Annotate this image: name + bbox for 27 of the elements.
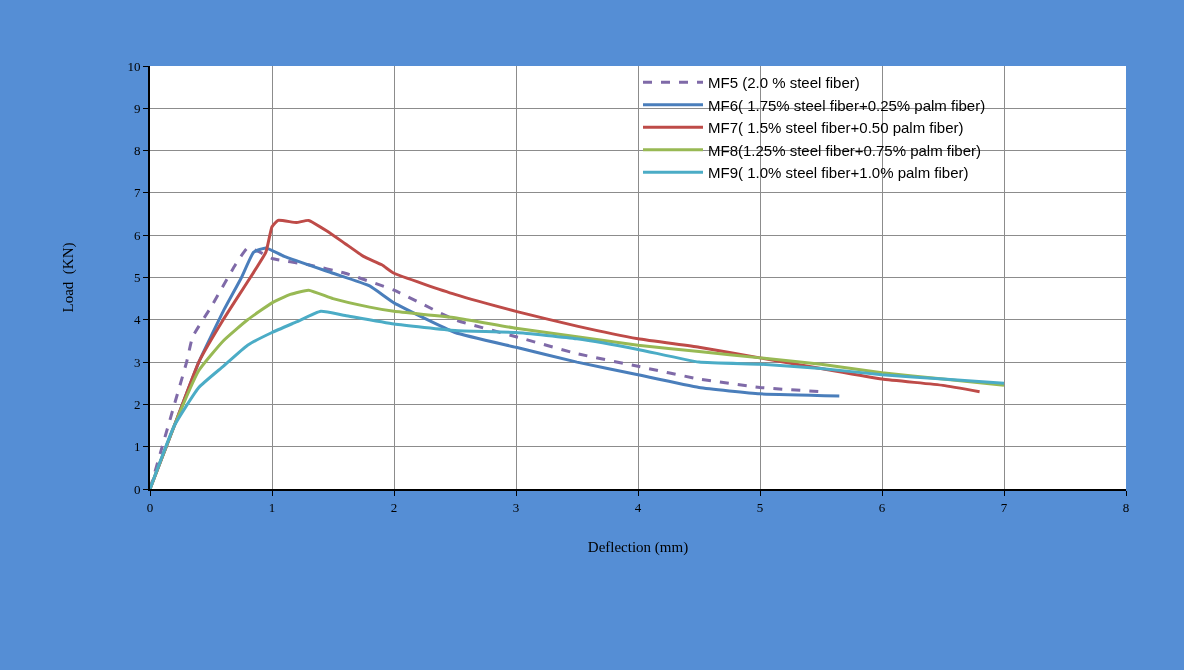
y-tick-label: 0	[133, 481, 141, 497]
y-tick-label: 7	[133, 185, 141, 201]
legend-label: MF9( 1.0% steel fiber+1.0% palm fiber)	[708, 164, 969, 182]
y-tick-label: 4	[133, 312, 141, 328]
x-tick-label: 8	[1122, 499, 1130, 515]
legend-label: MF6( 1.75% steel fiber+0.25% palm fiber)	[708, 96, 986, 114]
x-tick-label: 5	[756, 499, 764, 515]
y-tick-label: 5	[133, 270, 141, 286]
x-axis-title: Deflection (mm)	[587, 539, 689, 557]
x-tick-label: 0	[146, 499, 154, 515]
x-tick-label: 7	[1000, 499, 1008, 515]
x-tick-label: 3	[512, 499, 520, 515]
x-tick-label: 4	[634, 499, 642, 515]
legend-label: MF8(1.25% steel fiber+0.75% palm fiber)	[708, 141, 982, 159]
y-tick-label: 1	[133, 439, 141, 455]
y-axis-title: Load (KN)	[60, 242, 78, 313]
x-tick-label: 6	[878, 499, 886, 515]
y-tick-label: 3	[133, 354, 141, 370]
legend-label: MF5 (2.0 % steel fiber)	[708, 74, 860, 92]
y-tick-label: 10	[127, 58, 141, 74]
y-tick-label: 2	[133, 396, 141, 412]
y-tick-label: 8	[133, 143, 141, 159]
legend-label: MF7( 1.5% steel fiber+0.50 palm fiber)	[708, 119, 964, 137]
x-tick-label: 1	[268, 499, 276, 515]
x-tick-label: 2	[390, 499, 398, 515]
y-tick-label: 6	[133, 227, 141, 243]
y-tick-label: 9	[133, 100, 141, 116]
